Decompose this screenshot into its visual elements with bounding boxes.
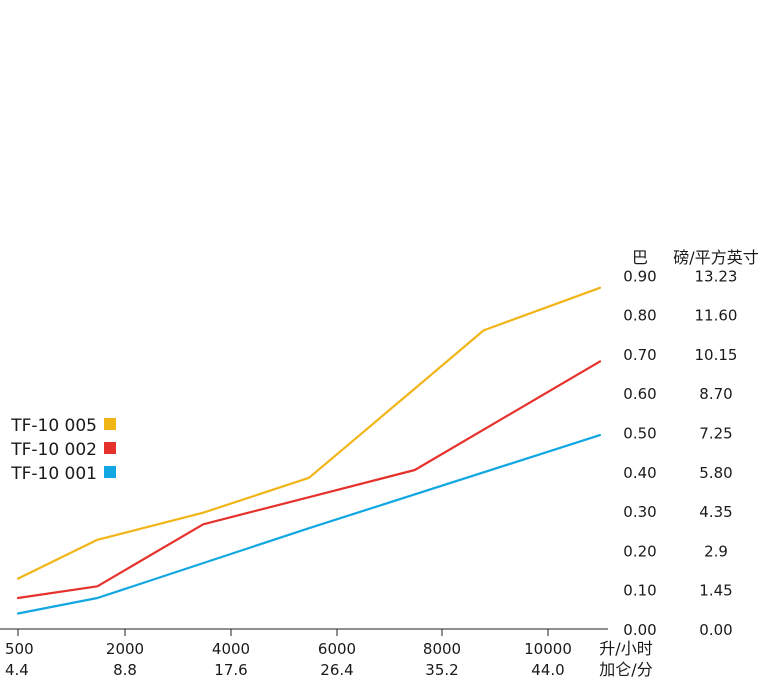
y-ticks: 0.00 0.00 0.10 1.45 0.20 2.9 0.30 4.35 0.40 5.80 0… <box>623 267 737 639</box>
y-unit-psi: 磅/平方英寸 <box>673 248 758 267</box>
y-tick-psi-1.45: 1.45 <box>699 582 732 600</box>
series-line-tf-10-002 <box>16 360 602 600</box>
y-tick-bar-0.10: 0.10 <box>623 582 656 600</box>
y-tick-psi-7.25: 7.25 <box>699 425 732 443</box>
x-tick-label-10000: 10000 <box>524 640 572 658</box>
x-tick-secondary-2000: 8.8 <box>113 661 137 679</box>
y-tick-psi-2.9: 2.9 <box>704 542 728 560</box>
series-line-tf-10-005 <box>16 286 602 580</box>
y-tick-psi-10.15: 10.15 <box>695 346 738 364</box>
y-tick-psi-8.70: 8.70 <box>699 385 732 403</box>
y-tick-bar-0.30: 0.30 <box>623 503 656 521</box>
legend-label-tf-10-005: TF-10 005 <box>10 416 97 436</box>
y-tick-psi-13.23: 13.23 <box>695 267 738 285</box>
x-tick-label-8000: 8000 <box>423 640 461 658</box>
x-tick-secondary-4000: 17.6 <box>214 661 247 679</box>
series-line-tf-10-001 <box>16 434 602 615</box>
x-tick-label-6000: 6000 <box>318 640 356 658</box>
x-ticks: 500 4.4 2000 8.8 4000 17.6 6000 26.4 8000 35.2 100… <box>5 629 572 679</box>
y-tick-psi-5.80: 5.80 <box>699 464 732 482</box>
legend-swatch-tf-10-005 <box>104 418 116 430</box>
series-lines <box>16 286 602 615</box>
legend-label-tf-10-002: TF-10 002 <box>10 440 97 460</box>
x-tick-secondary-6000: 26.4 <box>320 661 353 679</box>
x-tick-secondary-500: 4.4 <box>5 661 29 679</box>
legend-swatch-tf-10-002 <box>104 442 116 454</box>
x-unit-primary: 升/小时 <box>599 639 652 658</box>
legend-swatch-tf-10-001 <box>104 466 116 478</box>
y-tick-psi-0.00: 0.00 <box>699 621 732 639</box>
y-tick-psi-4.35: 4.35 <box>699 503 732 521</box>
y-tick-bar-0.90: 0.90 <box>623 267 656 285</box>
x-tick-label-500: 500 <box>5 640 34 658</box>
x-tick-label-2000: 2000 <box>106 640 144 658</box>
y-tick-bar-0.70: 0.70 <box>623 346 656 364</box>
x-unit-secondary: 加仑/分 <box>599 660 652 679</box>
x-tick-label-4000: 4000 <box>212 640 250 658</box>
y-tick-bar-0.80: 0.80 <box>623 307 656 325</box>
y-tick-bar-0.60: 0.60 <box>623 385 656 403</box>
y-unit-bar: 巴 <box>632 248 648 267</box>
legend: TF-10 005 TF-10 002 TF-10 001 <box>10 416 116 484</box>
x-tick-secondary-8000: 35.2 <box>425 661 458 679</box>
x-tick-secondary-10000: 44.0 <box>531 661 564 679</box>
y-tick-psi-11.60: 11.60 <box>695 307 738 325</box>
legend-label-tf-10-001: TF-10 001 <box>10 464 97 484</box>
y-tick-bar-0.40: 0.40 <box>623 464 656 482</box>
y-tick-bar-0.20: 0.20 <box>623 542 656 560</box>
y-tick-bar-0.00: 0.00 <box>623 621 656 639</box>
y-tick-bar-0.50: 0.50 <box>623 425 656 443</box>
